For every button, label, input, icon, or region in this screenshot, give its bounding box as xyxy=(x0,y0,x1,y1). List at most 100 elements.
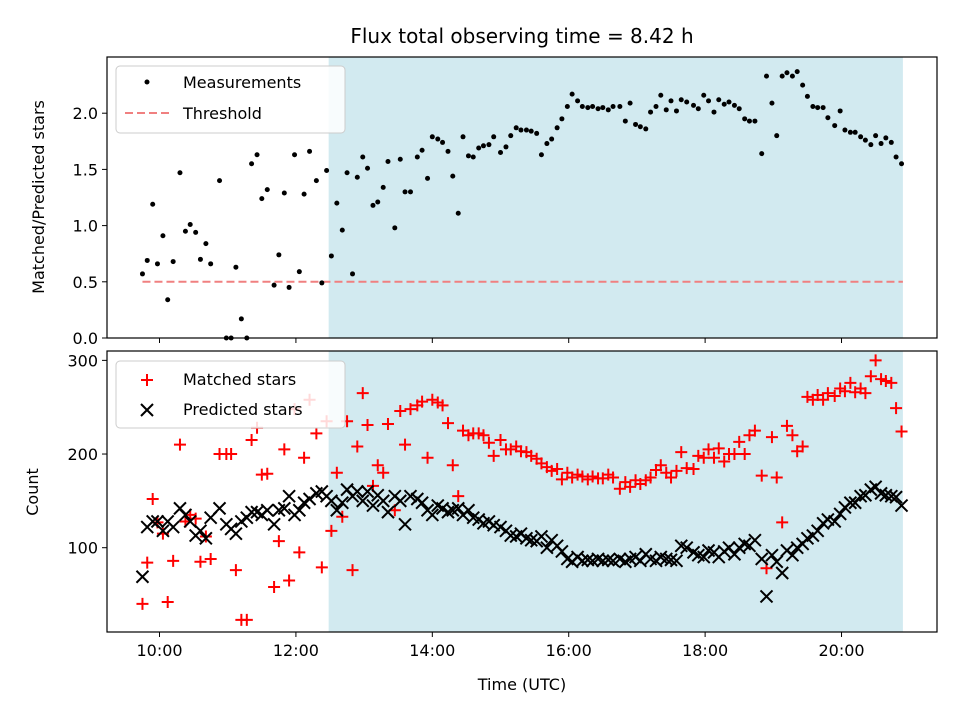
matched-star-point xyxy=(801,390,814,403)
measurement-point xyxy=(774,133,780,139)
x-tick-label: 16:00 xyxy=(546,641,592,660)
measurement-point xyxy=(429,134,435,140)
matched-star-point xyxy=(278,443,291,456)
measurement-point xyxy=(440,139,446,145)
predicted-star-point xyxy=(292,503,307,517)
predicted-star-point xyxy=(244,505,259,519)
measurement-point xyxy=(825,115,831,121)
ratio-y-tick-label: 1.5 xyxy=(73,160,98,179)
measurement-point xyxy=(769,100,775,106)
measurement-point xyxy=(544,141,550,147)
ratio-axes-frame xyxy=(106,56,938,339)
measurement-point xyxy=(165,297,171,303)
matched-star-point xyxy=(446,459,459,472)
measurement-point xyxy=(154,261,160,267)
measurement-point xyxy=(380,184,386,190)
measurement-point xyxy=(726,99,732,105)
measurement-point xyxy=(508,133,514,139)
measurement-point xyxy=(286,284,292,290)
measurement-point xyxy=(617,103,623,109)
matched-star-point xyxy=(146,492,159,505)
measurement-point xyxy=(301,191,307,197)
measurement-point xyxy=(177,170,183,176)
measurement-point xyxy=(350,271,356,277)
measurement-point xyxy=(832,123,838,129)
predicted-star-point xyxy=(697,550,711,564)
measurement-point xyxy=(324,168,330,174)
measurement-point xyxy=(360,154,366,160)
measurement-point xyxy=(460,134,466,140)
measurement-point xyxy=(789,73,795,79)
measurement-point xyxy=(259,196,265,202)
measurement-point xyxy=(486,142,492,148)
matched-star-point xyxy=(394,404,407,417)
predicted-star-point xyxy=(727,547,742,561)
matched-star-point xyxy=(624,480,637,493)
predicted-star-point xyxy=(827,514,842,529)
measurement-point xyxy=(470,154,476,160)
measurement-point xyxy=(648,109,654,115)
measurement-point xyxy=(271,282,277,288)
predicted-star-point xyxy=(282,489,296,503)
matched-star-point xyxy=(555,473,568,486)
matched-star-point xyxy=(245,433,258,446)
measurement-point xyxy=(419,147,425,153)
measurement-point xyxy=(193,229,199,235)
measurement-point xyxy=(752,118,758,124)
measurement-point xyxy=(397,156,403,162)
measurement-point xyxy=(281,190,287,196)
measurement-point xyxy=(254,152,260,158)
measurement-point xyxy=(736,106,742,112)
measurement-point xyxy=(706,98,712,104)
predicted-star-point xyxy=(524,533,538,547)
measurement-point xyxy=(888,139,894,145)
measurement-point xyxy=(523,127,529,133)
matched-star-point xyxy=(869,354,882,367)
matched-star-point xyxy=(194,555,207,568)
predicted-star-point xyxy=(360,484,375,499)
measurement-point xyxy=(407,189,413,195)
predicted-star-point xyxy=(398,517,412,531)
predicted-star-point xyxy=(833,507,847,521)
matched-star-point xyxy=(298,451,311,464)
measurement-point xyxy=(445,148,451,154)
predicted-star-point xyxy=(415,496,429,510)
matched-star-point xyxy=(733,435,746,448)
legend-threshold-label: Threshold xyxy=(182,104,262,123)
matched-star-point xyxy=(487,449,500,462)
matched-star-point xyxy=(718,455,731,468)
measurement-point xyxy=(800,82,806,88)
matched-star-point xyxy=(545,464,558,477)
measurement-point xyxy=(513,125,519,131)
measurement-point xyxy=(491,134,497,140)
measurement-point xyxy=(678,97,684,103)
count-y-tick-label: 200 xyxy=(67,445,98,464)
matched-star-point xyxy=(416,395,429,408)
measurement-point xyxy=(883,135,889,141)
predicted-star-point xyxy=(212,501,227,516)
measurement-point xyxy=(779,73,785,79)
matched-star-point xyxy=(670,464,683,477)
matched-star-point xyxy=(665,471,678,484)
matched-star-point xyxy=(864,370,877,383)
predicted-star-point xyxy=(356,494,370,508)
matched-star-point xyxy=(796,440,809,453)
matched-star-point xyxy=(697,451,710,464)
count-series-1 xyxy=(135,480,909,604)
predicted-star-point xyxy=(555,544,569,559)
measurement-point xyxy=(600,105,606,111)
matched-star-point xyxy=(844,376,857,389)
matched-star-point xyxy=(482,436,495,449)
measurement-point xyxy=(498,150,504,156)
predicted-star-point xyxy=(889,490,903,504)
matched-star-point xyxy=(283,574,296,587)
predicted-star-point xyxy=(879,488,893,502)
matched-star-point xyxy=(351,440,364,453)
x-tick-label: 12:00 xyxy=(273,641,319,660)
x-tick-label: 20:00 xyxy=(818,641,864,660)
predicted-star-point xyxy=(376,494,390,508)
ratio-y-tick-label: 0.5 xyxy=(73,273,98,292)
legend-predicted-label: Predicted stars xyxy=(183,400,303,419)
x-tick-label: 18:00 xyxy=(682,641,728,660)
measurement-point xyxy=(328,253,334,259)
